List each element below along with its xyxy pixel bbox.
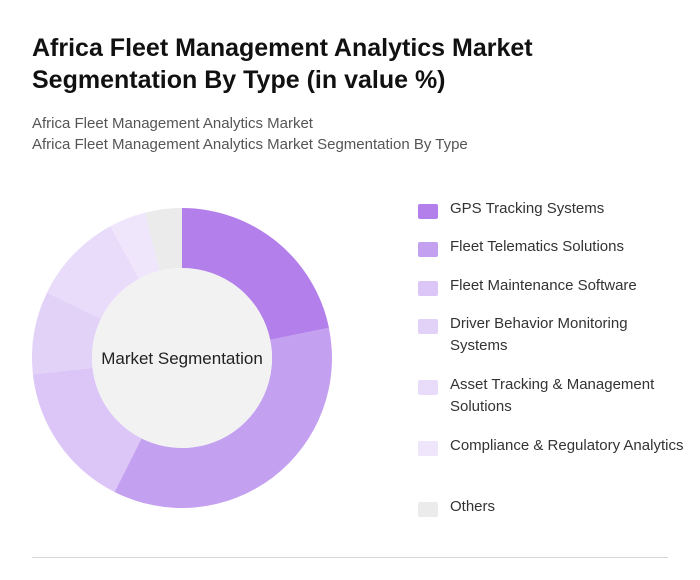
legend-label: Others bbox=[450, 498, 496, 515]
legend-swatch bbox=[418, 502, 438, 517]
legend-label: Compliance & Regulatory Analytics bbox=[450, 437, 684, 454]
legend-item[interactable]: GPS Tracking Systems bbox=[418, 198, 688, 220]
legend-label: Fleet Telematics Solutions bbox=[450, 238, 624, 255]
legend-swatch bbox=[418, 281, 438, 296]
donut-center-label: Market Segmentation bbox=[101, 349, 263, 368]
chart-title: Africa Fleet Management Analytics Market… bbox=[32, 34, 533, 94]
legend-item[interactable]: Others bbox=[418, 496, 688, 518]
donut-hole bbox=[92, 268, 272, 448]
legend-swatch bbox=[418, 441, 438, 456]
subtitle-line-segmentation: Africa Fleet Management Analytics Market… bbox=[32, 136, 468, 153]
legend-item[interactable]: Fleet Telematics Solutions bbox=[418, 236, 688, 258]
donut-slice-2[interactable] bbox=[114, 327, 332, 508]
legend-item[interactable]: Fleet Maintenance Software bbox=[418, 275, 688, 297]
legend-label: Asset Tracking & Management Solutions bbox=[450, 376, 655, 415]
legend-swatch bbox=[418, 204, 438, 219]
legend-label: Fleet Maintenance Software bbox=[450, 277, 637, 294]
donut-slice-1[interactable] bbox=[182, 208, 329, 340]
legend-item[interactable]: Compliance & Regulatory Analytics bbox=[418, 435, 688, 457]
legend-swatch bbox=[418, 319, 438, 334]
legend-item[interactable]: Driver Behavior Monitoring Systems bbox=[418, 313, 688, 357]
subtitle-line-market: Africa Fleet Management Analytics Market bbox=[32, 115, 313, 132]
legend-swatch bbox=[418, 380, 438, 395]
donut-slice-6[interactable] bbox=[110, 212, 160, 279]
legend-label: GPS Tracking Systems bbox=[450, 200, 605, 217]
legend-swatch bbox=[418, 242, 438, 257]
donut-slices bbox=[32, 208, 332, 508]
bottom-divider bbox=[32, 557, 668, 558]
donut-slice-5[interactable] bbox=[46, 226, 140, 319]
legend-item[interactable]: Asset Tracking & Management Solutions bbox=[418, 374, 688, 418]
legend-label: Driver Behavior Monitoring Systems bbox=[450, 315, 628, 354]
donut-slice-4[interactable] bbox=[32, 292, 101, 375]
chart-subtitle: Africa Fleet Management Analytics Market… bbox=[32, 113, 652, 155]
donut-chart: Market Segmentation bbox=[32, 208, 332, 508]
donut-slice-7[interactable] bbox=[145, 208, 182, 271]
donut-slice-3[interactable] bbox=[32, 367, 142, 492]
